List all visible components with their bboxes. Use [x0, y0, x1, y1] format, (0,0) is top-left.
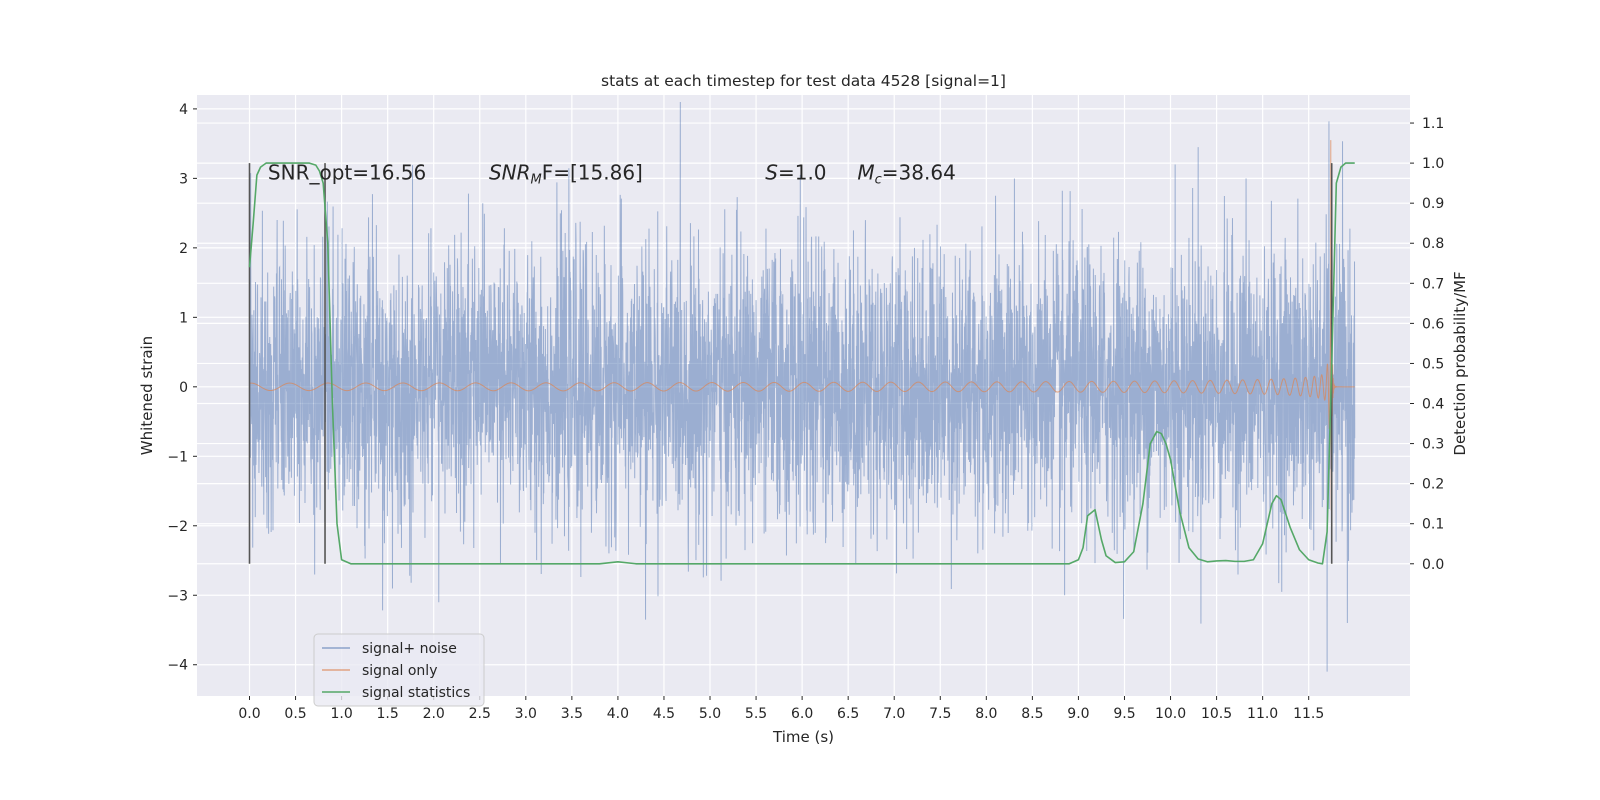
x-tick-label: 11.5 [1293, 706, 1324, 722]
x-tick-label: 3.0 [515, 706, 537, 722]
signal-plus-noise-line [249, 101, 1356, 672]
y2-tick-label: 0.7 [1422, 276, 1444, 292]
y-tick-label: 0 [179, 380, 188, 396]
y-tick-label: −2 [167, 519, 188, 535]
legend-label: signal statistics [362, 685, 470, 701]
x-tick-label: 5.0 [699, 706, 721, 722]
legend-label: signal only [362, 663, 437, 679]
y-axis-label: Whitened strain [138, 336, 156, 455]
x-tick-label: 10.0 [1155, 706, 1186, 722]
y-tick-label: 3 [179, 171, 188, 187]
x-tick-label: 11.0 [1247, 706, 1278, 722]
y2-tick-label: 0.0 [1422, 557, 1444, 573]
y2-tick-label: 0.5 [1422, 356, 1444, 372]
series-signal-only [249, 140, 1355, 511]
x-tick-label: 8.0 [975, 706, 997, 722]
x-tick-label: 1.0 [330, 706, 352, 722]
x-tick-label: 1.5 [377, 706, 399, 722]
chart-title: stats at each timestep for test data 452… [601, 72, 1006, 90]
x-tick-label: 2.5 [469, 706, 491, 722]
x-tick-label: 2.0 [423, 706, 445, 722]
legend: signal+ noise signal only signal statistic… [313, 633, 485, 707]
y2-tick-label: 0.3 [1422, 437, 1444, 453]
y-tick-label: 1 [179, 310, 188, 326]
x-tick-label: 5.5 [745, 706, 767, 722]
y2-tick-label: 0.1 [1422, 517, 1444, 533]
y-tick-label: −1 [167, 449, 188, 465]
signal-statistics-line [248, 162, 1355, 565]
x-tick-label: 9.0 [1067, 706, 1089, 722]
x-tick-label: 4.5 [653, 706, 675, 722]
series-signal-plus-noise [249, 101, 1356, 672]
y-tick-label: 2 [179, 241, 188, 257]
y2-tick-label: 1.1 [1422, 116, 1444, 132]
annotation-2: SNRMF=[15.86] [489, 160, 643, 187]
signal-only-line [249, 140, 1355, 511]
y2-axis-label: Detection probability/MF [1451, 271, 1469, 455]
x-tick-label: 6.5 [837, 706, 859, 722]
x-tick-label: 10.5 [1201, 706, 1232, 722]
x-tick-label: 8.5 [1021, 706, 1043, 722]
y2-tick-label: 0.2 [1422, 477, 1444, 493]
y-tick-label: 4 [179, 102, 188, 118]
x-tick-label: 0.0 [238, 706, 260, 722]
legend-box [313, 633, 485, 707]
annotation-3: S=1.0 [765, 160, 826, 184]
x-tick-label: 7.0 [883, 706, 905, 722]
y-tick-label: −3 [167, 588, 188, 604]
x-axis-label: Time (s) [772, 728, 834, 746]
x-tick-label: 9.5 [1113, 706, 1135, 722]
y2-tick-label: 1.0 [1422, 156, 1444, 172]
axes: 0.0 0.5 1.0 1.5 2.0 2.5 3.0 3.5 4.0 4.5 5.0 5.5 6.0 6… [167, 102, 1444, 722]
x-tick-label: 6.0 [791, 706, 813, 722]
y2-tick-label: 0.6 [1422, 316, 1444, 332]
y2-tick-label: 0.4 [1422, 397, 1444, 413]
y2-tick-label: 0.8 [1422, 236, 1444, 252]
legend-label: signal+ noise [362, 641, 457, 657]
annotations: SNR_opt=16.56 SNRMF=[15.86] S=1.0 Mc=38.64 [268, 160, 956, 187]
series-signal-statistics [248, 162, 1355, 565]
x-tick-label: 3.5 [561, 706, 583, 722]
x-tick-label: 4.0 [607, 706, 629, 722]
annotation-1: SNR_opt=16.56 [268, 160, 426, 184]
annotation-4: Mc=38.64 [857, 160, 955, 187]
y2-tick-label: 0.9 [1422, 196, 1444, 212]
x-tick-label: 7.5 [929, 706, 951, 722]
x-tick-label: 0.5 [284, 706, 306, 722]
y-tick-label: −4 [167, 658, 188, 674]
